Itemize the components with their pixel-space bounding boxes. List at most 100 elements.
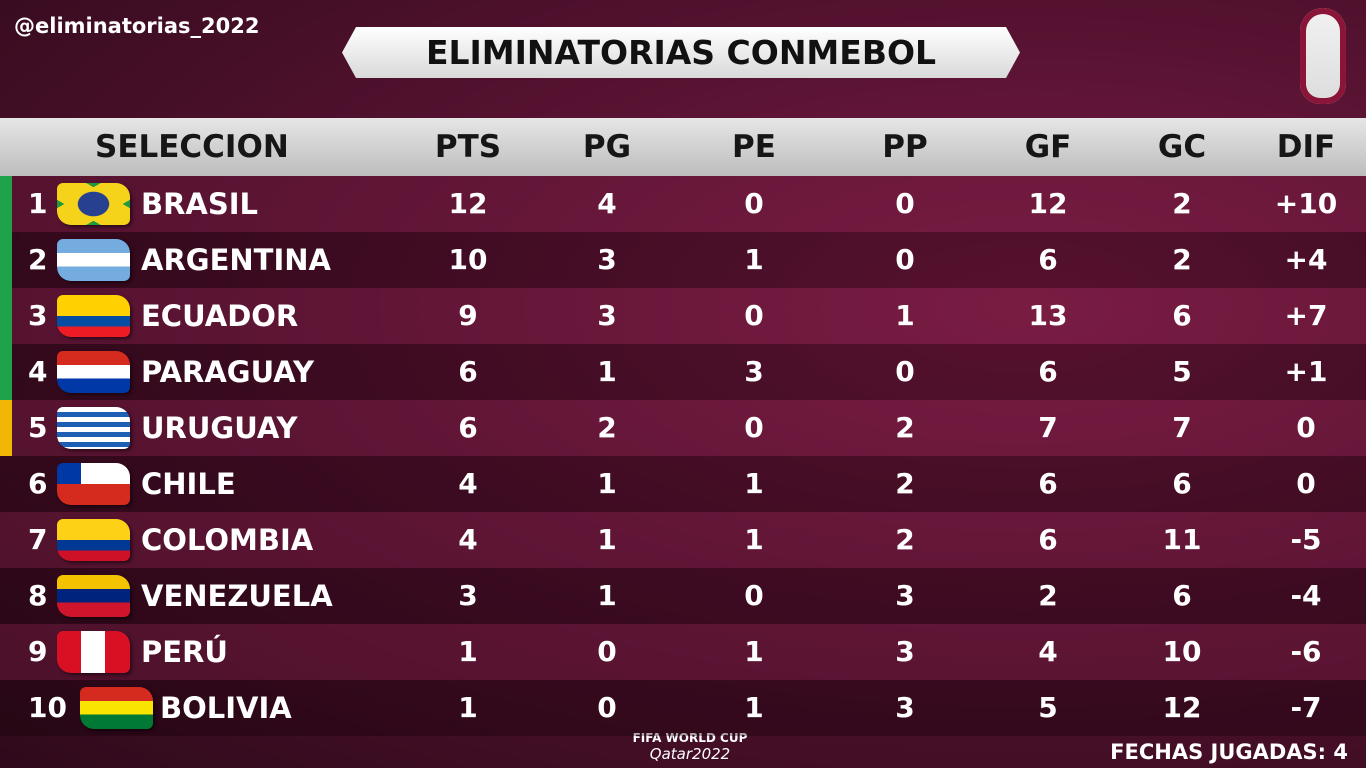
column-header: GC bbox=[1157, 129, 1207, 165]
flag bbox=[57, 519, 130, 561]
stat: 6 bbox=[1038, 523, 1058, 556]
stat: +10 bbox=[1274, 187, 1338, 220]
stat: 0 bbox=[1296, 467, 1316, 500]
rank: 3 bbox=[28, 299, 48, 332]
stat: 11 bbox=[1162, 523, 1202, 556]
stat: 1 bbox=[597, 523, 617, 556]
stat: 0 bbox=[597, 635, 617, 668]
stat: 1 bbox=[597, 467, 617, 500]
stat: 6 bbox=[1172, 299, 1192, 332]
stat: 2 bbox=[895, 467, 915, 500]
team-name: ECUADOR bbox=[141, 299, 299, 333]
column-header: PP bbox=[882, 129, 928, 165]
table-row bbox=[0, 288, 1366, 344]
stat: 1 bbox=[458, 635, 478, 668]
stat: 7 bbox=[1038, 411, 1058, 444]
team-name: CHILE bbox=[141, 467, 236, 501]
footer: FECHAS JUGADAS: 4 bbox=[1110, 740, 1348, 764]
stat: 2 bbox=[1172, 187, 1192, 220]
stat: 0 bbox=[895, 355, 915, 388]
stat: 1 bbox=[744, 691, 764, 724]
stat: 3 bbox=[597, 299, 617, 332]
table-row bbox=[0, 232, 1366, 288]
stat: 0 bbox=[597, 691, 617, 724]
rank: 9 bbox=[28, 635, 48, 668]
stat: 0 bbox=[895, 243, 915, 276]
team-name: VENEZUELA bbox=[141, 579, 333, 613]
flag bbox=[57, 183, 130, 225]
column-header: PE bbox=[732, 129, 776, 165]
stat: +1 bbox=[1284, 355, 1328, 388]
stat: 6 bbox=[458, 411, 478, 444]
stat: -7 bbox=[1290, 691, 1322, 724]
stat: 2 bbox=[597, 411, 617, 444]
stat: 4 bbox=[458, 467, 478, 500]
stat: 0 bbox=[744, 299, 764, 332]
stat: 0 bbox=[744, 187, 764, 220]
flag bbox=[57, 575, 130, 617]
team-name: BOLIVIA bbox=[160, 691, 292, 725]
rank: 1 bbox=[28, 187, 48, 220]
stat: 1 bbox=[744, 523, 764, 556]
team-name: COLOMBIA bbox=[141, 523, 314, 557]
stat: 3 bbox=[895, 691, 915, 724]
flag bbox=[57, 239, 130, 281]
stat: 0 bbox=[895, 187, 915, 220]
logo-text: Qatar2022 bbox=[649, 745, 731, 763]
team-name: PERÚ bbox=[141, 635, 228, 669]
handle: @eliminatorias_2022 bbox=[14, 14, 260, 38]
table-row bbox=[0, 344, 1366, 400]
stat: 10 bbox=[448, 243, 488, 276]
column-header: PG bbox=[582, 129, 632, 165]
stat: 6 bbox=[458, 355, 478, 388]
rank: 10 bbox=[28, 691, 67, 724]
stat: 12 bbox=[1028, 187, 1068, 220]
qualification-marker bbox=[0, 344, 12, 400]
stat: 3 bbox=[597, 243, 617, 276]
stat: 12 bbox=[1162, 691, 1202, 724]
title-banner bbox=[342, 27, 1020, 78]
table-row bbox=[0, 680, 1366, 736]
stat: 3 bbox=[895, 579, 915, 612]
table-row bbox=[0, 512, 1366, 568]
title: ELIMINATORIAS CONMEBOL bbox=[425, 33, 937, 72]
stat: 5 bbox=[1172, 355, 1192, 388]
rank: 2 bbox=[28, 243, 48, 276]
stat: 6 bbox=[1038, 467, 1058, 500]
column-header: GF bbox=[1024, 129, 1072, 165]
stat: 2 bbox=[895, 411, 915, 444]
stat: 0 bbox=[744, 411, 764, 444]
stat: 1 bbox=[744, 467, 764, 500]
qualification-marker bbox=[0, 176, 12, 232]
rank: 6 bbox=[28, 467, 48, 500]
logo-text: FIFA WORLD CUP bbox=[632, 731, 748, 745]
stat: 4 bbox=[458, 523, 478, 556]
stat: 12 bbox=[448, 187, 488, 220]
table-row bbox=[0, 176, 1366, 232]
stat: 9 bbox=[458, 299, 478, 332]
stat: -5 bbox=[1290, 523, 1322, 556]
stat: 3 bbox=[458, 579, 478, 612]
flag bbox=[57, 631, 130, 673]
rank: 4 bbox=[28, 355, 48, 388]
qualification-marker bbox=[0, 400, 12, 456]
logo-emblem bbox=[1300, 8, 1346, 104]
stat: 0 bbox=[1296, 411, 1316, 444]
qualification-marker bbox=[0, 232, 12, 288]
rank: 8 bbox=[28, 579, 48, 612]
stat: 2 bbox=[895, 523, 915, 556]
stat: 3 bbox=[895, 635, 915, 668]
column-header: PTS bbox=[434, 129, 502, 165]
rank: 5 bbox=[28, 411, 48, 444]
stat: 1 bbox=[597, 355, 617, 388]
team-name: URUGUAY bbox=[141, 411, 298, 445]
flag bbox=[80, 687, 153, 729]
rank: 7 bbox=[28, 523, 48, 556]
stat: 7 bbox=[1172, 411, 1192, 444]
stat: 13 bbox=[1028, 299, 1068, 332]
stat: 6 bbox=[1172, 467, 1192, 500]
flag bbox=[57, 463, 130, 505]
stat: 1 bbox=[597, 579, 617, 612]
stat: 6 bbox=[1038, 355, 1058, 388]
